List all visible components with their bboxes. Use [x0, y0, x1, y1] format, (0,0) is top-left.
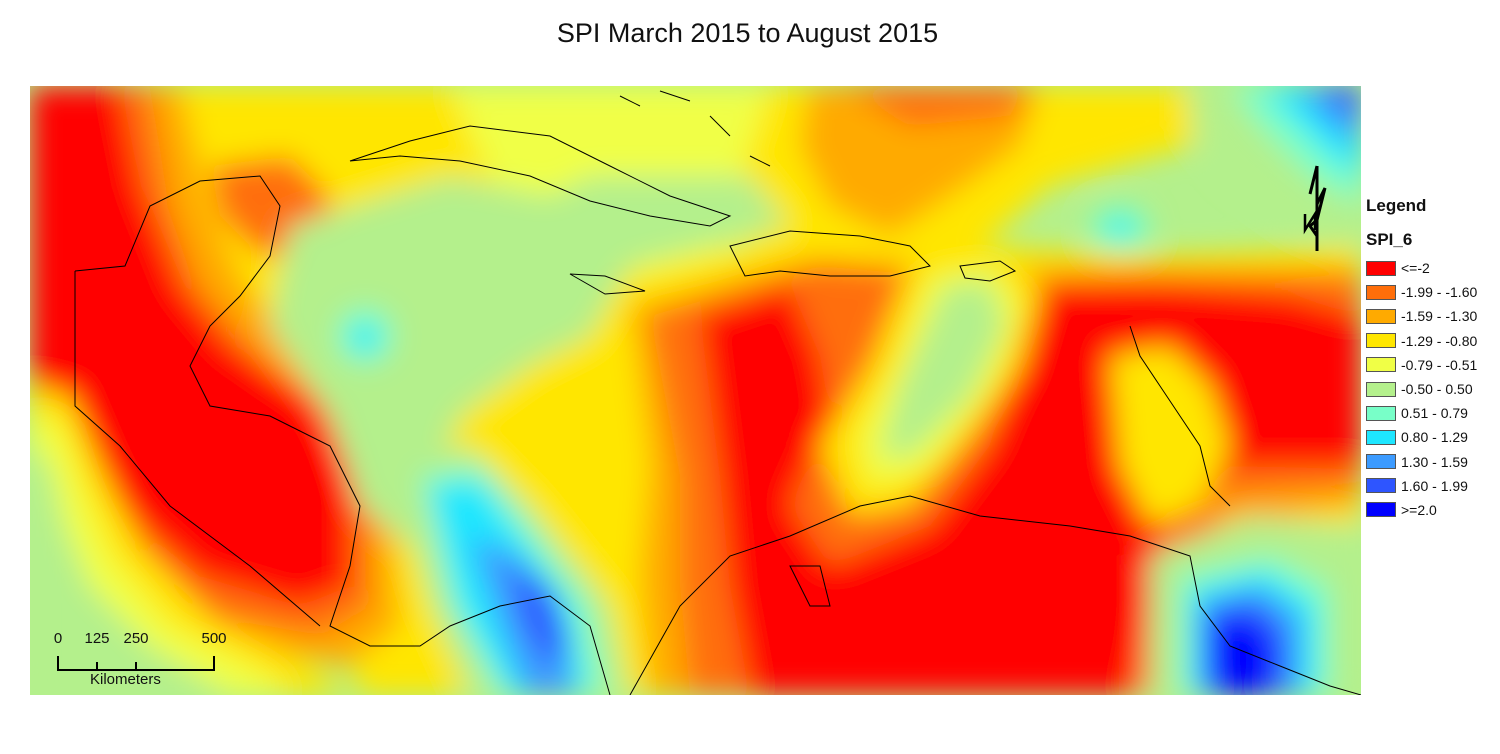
north-arrow-icon: [1307, 165, 1327, 251]
legend-swatch: [1366, 260, 1396, 276]
north-letter-icon: [1303, 209, 1317, 235]
scale-tick-label: 500: [201, 630, 227, 647]
legend-item: 0.51 - 0.79: [1366, 401, 1500, 425]
coastline: [569, 273, 646, 295]
legend-item: 1.60 - 1.99: [1366, 474, 1500, 498]
spi-zone: [1320, 86, 1361, 116]
coastline: [1129, 325, 1231, 507]
coastline: [74, 271, 321, 627]
legend-label: 0.51 - 0.79: [1401, 405, 1468, 422]
spi-zone: [840, 86, 1030, 126]
spi-zone: [30, 446, 230, 695]
legend-item: -0.50 - 0.50: [1366, 377, 1500, 401]
legend-swatch: [1366, 478, 1396, 494]
scale-tick-label: 250: [123, 630, 149, 647]
legend-label: >=2.0: [1401, 501, 1437, 518]
north-arrow: [1303, 165, 1327, 251]
spi-zone: [270, 176, 790, 546]
legend-item: -1.59 - -1.30: [1366, 304, 1500, 328]
legend-label: <=-2: [1401, 260, 1430, 277]
legend-item: <=-2: [1366, 256, 1500, 280]
spi-zone: [510, 566, 570, 666]
legend-swatch: [1366, 333, 1396, 349]
legend-items: <=-2 -1.99 - -1.60 -1.59 - -1.30 -1.29 - -0…: [1366, 256, 1500, 522]
spi-zone: [1107, 219, 1133, 237]
spi-zone: [351, 324, 379, 352]
legend-label: -1.99 - -1.60: [1401, 284, 1478, 301]
legend-item: 0.80 - 1.29: [1366, 425, 1500, 449]
legend-swatch: [1366, 357, 1396, 373]
legend: Legend SPI_6 <=-2 -1.99 - -1.60 -1.59 - -1…: [1366, 196, 1500, 522]
legend-label: -0.50 - 0.50: [1401, 381, 1473, 398]
legend-item: -1.29 - -0.80: [1366, 329, 1500, 353]
scale-tick-label: 0: [53, 630, 63, 647]
legend-swatch: [1366, 284, 1396, 300]
scale-bar: 0 125 250 500 Kilometers: [48, 630, 238, 690]
coastline: [629, 495, 1361, 695]
map-title: SPI March 2015 to August 2015: [556, 18, 939, 48]
coastline: [349, 125, 732, 227]
legend-layer-name: SPI_6: [1366, 230, 1413, 249]
legend-swatch: [1366, 381, 1396, 397]
legend-label: -0.79 - -0.51: [1401, 356, 1478, 373]
legend-swatch: [1366, 308, 1396, 324]
legend-label: 1.60 - 1.99: [1401, 477, 1468, 494]
legend-label: -1.59 - -1.30: [1401, 308, 1478, 325]
coastline: [729, 230, 931, 277]
legend-item: 1.30 - 1.59: [1366, 450, 1500, 474]
spi-zone: [1210, 616, 1275, 695]
legend-swatch: [1366, 502, 1396, 518]
legend-label: 0.80 - 1.29: [1401, 429, 1468, 446]
legend-item: -1.99 - -1.60: [1366, 280, 1500, 304]
coastline: [619, 90, 771, 167]
scale-bar-graphic: [57, 656, 215, 671]
scale-unit-label: Kilometers: [90, 671, 161, 688]
legend-swatch: [1366, 405, 1396, 421]
coastline: [74, 175, 611, 695]
legend-swatch: [1366, 454, 1396, 470]
spi-zone: [800, 86, 1040, 236]
coastline-layer: [74, 90, 1361, 695]
legend-swatch: [1366, 429, 1396, 445]
coastline: [789, 565, 831, 607]
legend-label: -1.29 - -0.80: [1401, 332, 1478, 349]
spi-zone: [30, 86, 350, 606]
legend-label: 1.30 - 1.59: [1401, 453, 1468, 470]
spi-zone: [1110, 346, 1230, 526]
spi-zone: [880, 281, 1005, 456]
legend-item: -0.79 - -0.51: [1366, 353, 1500, 377]
scale-tick-label: 125: [84, 630, 110, 647]
legend-title: Legend: [1366, 196, 1427, 215]
coastline: [959, 260, 1017, 282]
map-frame[interactable]: [30, 86, 1361, 695]
legend-item: >=2.0: [1366, 498, 1500, 522]
spi-contour-layer: [30, 86, 1361, 695]
spi-map-canvas[interactable]: [30, 86, 1361, 695]
